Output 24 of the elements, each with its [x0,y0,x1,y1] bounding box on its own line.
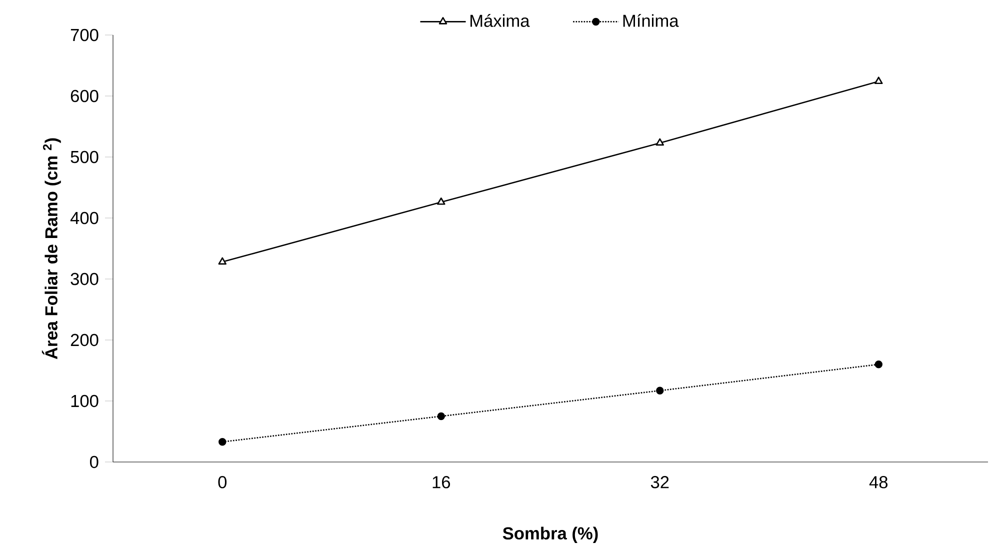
point [218,257,227,265]
point [437,412,445,420]
x-tick-label: 0 [218,476,227,488]
point [218,438,226,446]
legend-label: Mínima [623,14,679,27]
y-tick-label: 700 [70,28,98,42]
legend-label: Máxima [470,14,530,27]
point [874,76,883,84]
x-tick-label: 48 [869,476,888,488]
x-axis-title: Sombra (%) [502,526,598,543]
x-tick-label: 32 [650,476,669,488]
y-tick-label: 0 [90,456,98,468]
y-tick-label: 100 [71,394,98,408]
y-tick-label: 200 [70,334,98,346]
y-tick-label: 300 [70,272,98,286]
point [436,197,446,205]
y-tick-label: 400 [70,212,98,224]
y-tick-label: 600 [70,90,98,102]
point [656,386,664,394]
point [656,138,664,146]
x-tick-label: 16 [432,476,450,488]
y-tick-label: 500 [70,150,98,164]
y-axis-title: Área Foliar de Ramo (cm $^{2}$) [42,138,61,360]
point [874,360,882,368]
